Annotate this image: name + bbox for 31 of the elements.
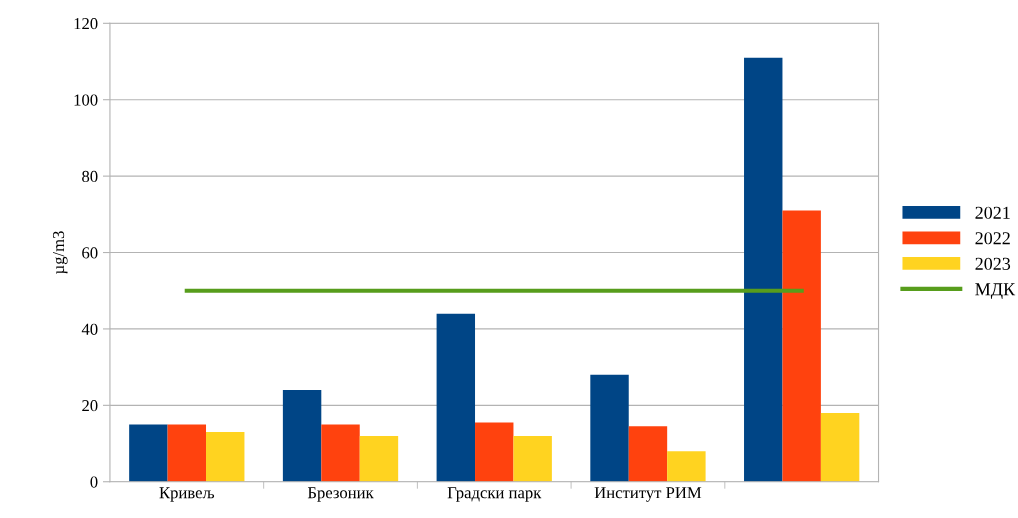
bar [782,210,821,482]
bar [167,424,207,482]
bar [820,412,860,482]
x-tick-label: Брезоник [307,487,374,502]
x-tick-label: Институт РИМ [594,487,702,502]
bar [206,432,245,482]
bar [282,390,322,482]
bar [359,435,399,482]
legend-label: 2023 [975,257,1011,270]
y-tick-label: 100 [74,94,98,106]
y-tick-label: 40 [81,323,98,335]
bar [628,426,668,482]
bar [667,451,706,482]
legend-label: 2021 [975,206,1010,219]
bar [475,422,514,482]
bar [436,313,476,482]
bar [590,374,629,482]
bar [129,424,168,482]
x-tick-label: Кривељ [159,487,215,502]
bar [321,424,360,482]
y-tick-label: 20 [82,400,98,412]
y-tick-label: 0 [90,476,98,488]
bar [744,57,783,482]
y-tick-label: 120 [74,18,98,30]
y-axis-title: µg/m3 [52,231,68,274]
bar [513,435,552,482]
x-tick-label: Градски парк [447,487,542,502]
legend-label: 2022 [975,232,1010,245]
legend-label: МДК [975,283,1016,300]
y-tick-label: 60 [82,247,98,259]
y-tick-label: 80 [82,170,98,183]
